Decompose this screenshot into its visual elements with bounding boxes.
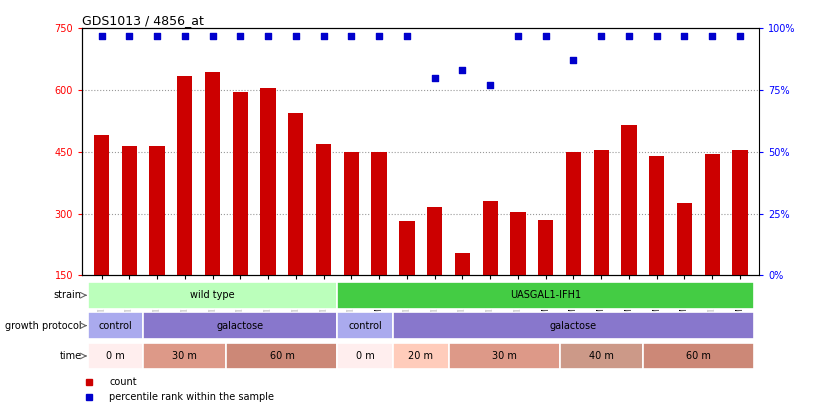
Point — [594, 32, 608, 39]
Point — [122, 32, 135, 39]
Text: control: control — [348, 321, 382, 330]
Bar — [337, 312, 393, 339]
Bar — [177, 76, 192, 275]
Bar — [455, 253, 470, 275]
Bar — [316, 144, 331, 275]
Bar — [88, 343, 143, 369]
Point — [566, 57, 580, 64]
Text: 60 m: 60 m — [686, 351, 711, 361]
Point — [95, 32, 108, 39]
Bar — [260, 88, 276, 275]
Point — [373, 32, 386, 39]
Bar — [594, 150, 609, 275]
Text: wild type: wild type — [190, 290, 235, 300]
Text: GDS1013 / 4856_at: GDS1013 / 4856_at — [82, 14, 204, 27]
Point — [428, 75, 441, 81]
Point — [678, 32, 691, 39]
Point — [317, 32, 330, 39]
Text: UASGAL1-IFH1: UASGAL1-IFH1 — [510, 290, 581, 300]
Bar — [538, 220, 553, 275]
Bar — [566, 152, 581, 275]
Text: 30 m: 30 m — [172, 351, 197, 361]
Point — [262, 32, 275, 39]
Bar — [393, 343, 448, 369]
Point — [206, 32, 219, 39]
Bar — [227, 343, 337, 369]
Bar — [371, 152, 387, 275]
Point — [733, 32, 746, 39]
Text: 0 m: 0 m — [106, 351, 125, 361]
Text: growth protocol: growth protocol — [5, 321, 81, 330]
Bar — [143, 312, 337, 339]
Point — [289, 32, 302, 39]
Text: 60 m: 60 m — [269, 351, 295, 361]
Bar — [88, 312, 143, 339]
Text: count: count — [109, 377, 137, 387]
Bar — [560, 343, 643, 369]
Text: 0 m: 0 m — [355, 351, 374, 361]
Bar — [704, 154, 720, 275]
Point — [345, 32, 358, 39]
Point — [178, 32, 191, 39]
Point — [650, 32, 663, 39]
Bar — [337, 343, 393, 369]
Bar — [88, 282, 337, 309]
Text: 40 m: 40 m — [589, 351, 613, 361]
Bar — [483, 201, 498, 275]
Bar — [205, 72, 220, 275]
Text: 30 m: 30 m — [492, 351, 516, 361]
Point — [706, 32, 719, 39]
Point — [456, 67, 469, 74]
Text: time: time — [59, 351, 81, 361]
Point — [401, 32, 414, 39]
Point — [539, 32, 553, 39]
Bar — [399, 221, 415, 275]
Bar — [337, 282, 754, 309]
Text: control: control — [99, 321, 132, 330]
Bar — [643, 343, 754, 369]
Text: galactose: galactose — [217, 321, 264, 330]
Bar — [344, 152, 359, 275]
Bar — [122, 146, 137, 275]
Bar — [621, 125, 636, 275]
Bar — [149, 146, 165, 275]
Bar — [732, 150, 748, 275]
Bar — [393, 312, 754, 339]
Point — [484, 82, 497, 88]
Bar — [232, 92, 248, 275]
Bar — [143, 343, 227, 369]
Bar — [677, 203, 692, 275]
Bar — [511, 211, 525, 275]
Point — [150, 32, 163, 39]
Bar — [288, 113, 304, 275]
Text: strain: strain — [53, 290, 81, 300]
Text: 20 m: 20 m — [408, 351, 433, 361]
Text: galactose: galactose — [550, 321, 597, 330]
Bar — [448, 343, 560, 369]
Bar — [427, 207, 443, 275]
Point — [234, 32, 247, 39]
Bar — [94, 135, 109, 275]
Text: percentile rank within the sample: percentile rank within the sample — [109, 392, 274, 403]
Bar — [649, 156, 664, 275]
Point — [622, 32, 635, 39]
Point — [511, 32, 525, 39]
